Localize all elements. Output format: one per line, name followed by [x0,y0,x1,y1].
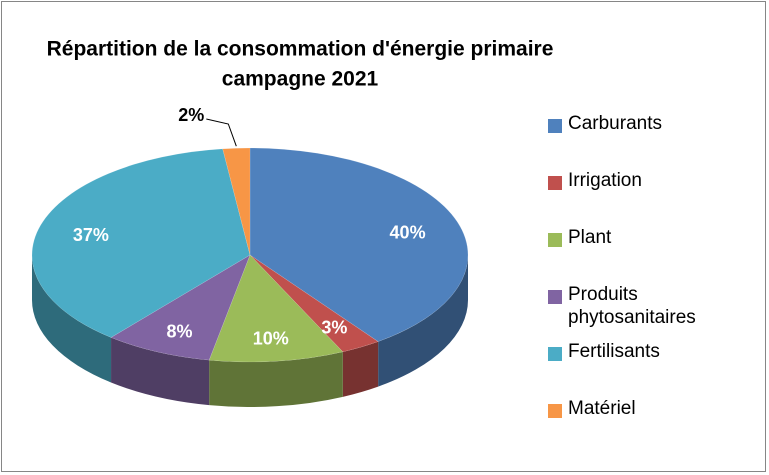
legend-item: Plant [548,226,723,249]
data-label: 2% [178,105,204,125]
chart-title: campagne 2021 [222,68,379,91]
chart-title: Répartition de la consommation d'énergie… [47,38,554,61]
slice-side [111,337,210,406]
slice [208,254,344,363]
legend-swatch [548,347,562,361]
legend-swatch [548,290,562,304]
slice [110,254,251,361]
slice-side [378,255,468,387]
slice-side [209,351,343,407]
slice [222,147,251,256]
slice [31,148,251,338]
legend-label: Plant [568,227,612,248]
legend-item: Produits phytosanitaires [548,283,723,329]
legend-swatch [548,233,562,247]
legend-swatch [548,176,562,190]
legend-label: Carburants [568,113,662,134]
slice-side [342,341,379,397]
slice [249,254,379,353]
data-label: 40% [390,223,426,243]
leader-line [206,118,237,147]
slice [249,147,469,342]
legend-label: Matériel [568,398,636,419]
legend-swatch [548,404,562,418]
data-label: 37% [73,225,109,245]
legend-item: Irrigation [548,169,723,192]
legend-item: Fertilisants [548,340,723,363]
legend-label: Fertilisants [568,341,660,362]
legend-swatch [548,119,562,133]
legend-label: Irrigation [568,170,642,191]
data-label: 3% [321,318,347,338]
data-label: 8% [166,321,192,341]
legend-item: Matériel [548,397,723,420]
data-label: 10% [253,328,289,348]
legend-item: Carburants [548,112,723,135]
slice-side [32,255,112,383]
legend-label: Produits phytosanitaires [568,284,696,328]
